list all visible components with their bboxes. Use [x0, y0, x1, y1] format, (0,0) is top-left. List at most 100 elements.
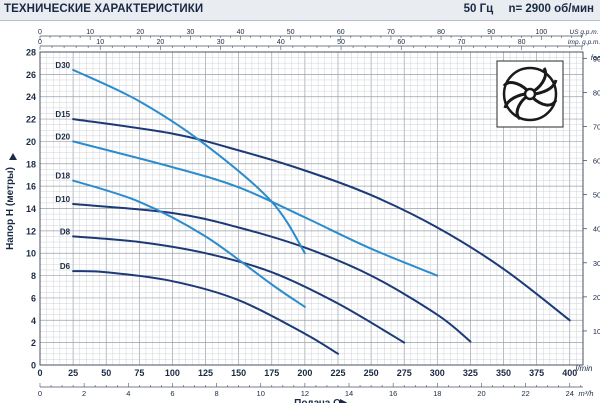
right-tick-label: 20	[593, 293, 600, 302]
m3h-tick-label: 8	[214, 389, 218, 398]
impeller-icon	[496, 60, 564, 128]
x-unit-label: l/min	[576, 364, 593, 373]
y-tick-label: 28	[26, 48, 36, 58]
y-tick-label: 4	[31, 316, 36, 326]
series-layer: D6 D8 D10 D15 D18 D20 D30	[55, 61, 571, 355]
m3h-tick-label: 4	[126, 389, 130, 398]
m3h-tick-label: 24	[566, 389, 574, 398]
speed-label: n= 2900 об/мин	[508, 3, 594, 15]
m3h-tick-label: 0	[38, 389, 42, 398]
y-tick-label: 22	[26, 115, 36, 125]
right-tick-label: 40	[593, 225, 600, 234]
us-gpm-tick-label: 60	[337, 29, 345, 36]
y-tick-label: 16	[26, 182, 36, 192]
series-label-d30: D30	[55, 61, 70, 70]
m3h-tick-label: 14	[345, 389, 353, 398]
x-tick-label: 250	[364, 368, 379, 378]
imp-gpm-tick-label: 40	[277, 39, 285, 46]
x-tick-label: 325	[463, 368, 478, 378]
y-tick-label: 14	[26, 204, 36, 214]
imp-gpm-tick-label: 70	[458, 39, 466, 46]
m3h-tick-label: 18	[433, 389, 441, 398]
series-line-d18	[72, 179, 306, 308]
x-tick-label: 350	[496, 368, 511, 378]
operating-conditions: 50 Гц n= 2900 об/мин	[452, 3, 594, 15]
series-line-d30	[72, 68, 306, 255]
us-gpm-tick-label: 40	[237, 29, 245, 36]
x-tick-label: 175	[264, 368, 279, 378]
right-tick-label: 80	[593, 88, 600, 97]
x-tick-label: 300	[430, 368, 445, 378]
plot-frame	[39, 51, 584, 366]
x-tick-label: 100	[165, 368, 180, 378]
series-line-d20	[72, 140, 439, 277]
us-gpm-tick-label: 70	[387, 29, 395, 36]
m3h-tick-label: 12	[301, 389, 309, 398]
x-tick-label: 200	[297, 368, 312, 378]
m3h-tick-label: 6	[170, 389, 174, 398]
imp-gpm-tick-label: 50	[337, 39, 345, 46]
y-tick-label: 12	[26, 226, 36, 236]
right-tick-label: 10	[593, 327, 600, 336]
imp-gpm-tick-label: 30	[217, 39, 225, 46]
x-tick-label: 225	[330, 368, 345, 378]
x-tick-label: 125	[198, 368, 213, 378]
right-tick-label: 50	[593, 191, 600, 200]
us-gpm-tick-label: 0	[38, 29, 42, 36]
y-tick-label: 6	[31, 293, 36, 303]
us-gpm-tick-label: 100	[535, 29, 547, 36]
y-tick-label: 0	[31, 361, 36, 371]
series-label-d6: D6	[60, 262, 71, 271]
us-gpm-unit-label: US g.p.m.	[570, 29, 599, 36]
x-tick-label: 375	[529, 368, 544, 378]
x-tick-label: 75	[134, 368, 144, 378]
x-axis-arrow-icon	[340, 399, 347, 403]
us-gpm-tick-label: 10	[86, 29, 94, 36]
y-tick-label: 20	[26, 137, 36, 147]
series-line-d8	[72, 235, 406, 344]
us-gpm-tick-label: 50	[287, 29, 295, 36]
y-tick-label: 26	[26, 70, 36, 80]
header-bar: ТЕХНИЧЕСКИЕ ХАРАКТЕРИСТИКИ 50 Гц n= 2900…	[0, 0, 600, 21]
m3h-tick-label: 16	[389, 389, 397, 398]
x-tick-label: 50	[101, 368, 111, 378]
x-tick-label: 0	[37, 368, 42, 378]
series-label-d10: D10	[55, 195, 70, 204]
m3h-tick-label: 10	[257, 389, 265, 398]
imp-gpm-tick-label: 20	[157, 39, 165, 46]
series-line-d10	[72, 203, 472, 343]
x-tick-label: 25	[68, 368, 78, 378]
x-tick-label: 275	[397, 368, 412, 378]
right-axis-unit: feet	[591, 53, 600, 62]
us-gpm-tick-label: 20	[136, 29, 144, 36]
x-tick-label: 150	[231, 368, 246, 378]
imp-gpm-tick-label: 80	[518, 39, 526, 46]
right-tick-label: 90	[593, 54, 600, 63]
m3h-unit-label: m³/h	[579, 389, 594, 398]
us-gpm-tick-label: 90	[487, 29, 495, 36]
right-tick-label: 70	[593, 122, 600, 131]
imp-gpm-tick-label: 60	[397, 39, 405, 46]
y-axis-arrow-icon	[9, 153, 17, 160]
y-tick-label: 10	[26, 249, 36, 259]
imp-gpm-tick-label: 0	[38, 39, 42, 46]
y-tick-label: 18	[26, 159, 36, 169]
x-tick-label: 400	[562, 368, 577, 378]
imp-gpm-unit-label: Imp. g.p.m.	[568, 39, 600, 46]
m3h-tick-label: 22	[521, 389, 529, 398]
y-axis-label: Напор H (метры)	[5, 167, 16, 250]
y-tick-label: 8	[31, 271, 36, 281]
right-tick-label: 30	[593, 259, 600, 268]
right-tick-label: 60	[593, 157, 600, 166]
series-label-d8: D8	[60, 227, 71, 236]
series-label-d18: D18	[55, 172, 70, 181]
series-label-d20: D20	[55, 132, 70, 141]
page-title: ТЕХНИЧЕСКИЕ ХАРАКТЕРИСТИКИ	[4, 3, 204, 15]
series-line-d15	[72, 118, 571, 322]
y-tick-label: 24	[26, 92, 36, 102]
m3h-tick-label: 20	[477, 389, 485, 398]
imp-gpm-tick-label: 10	[96, 39, 104, 46]
labels-layer: 0 24 6 8 10 12 14 16 18 20 22 24 26 28 Напор H (метры)…	[5, 29, 600, 403]
